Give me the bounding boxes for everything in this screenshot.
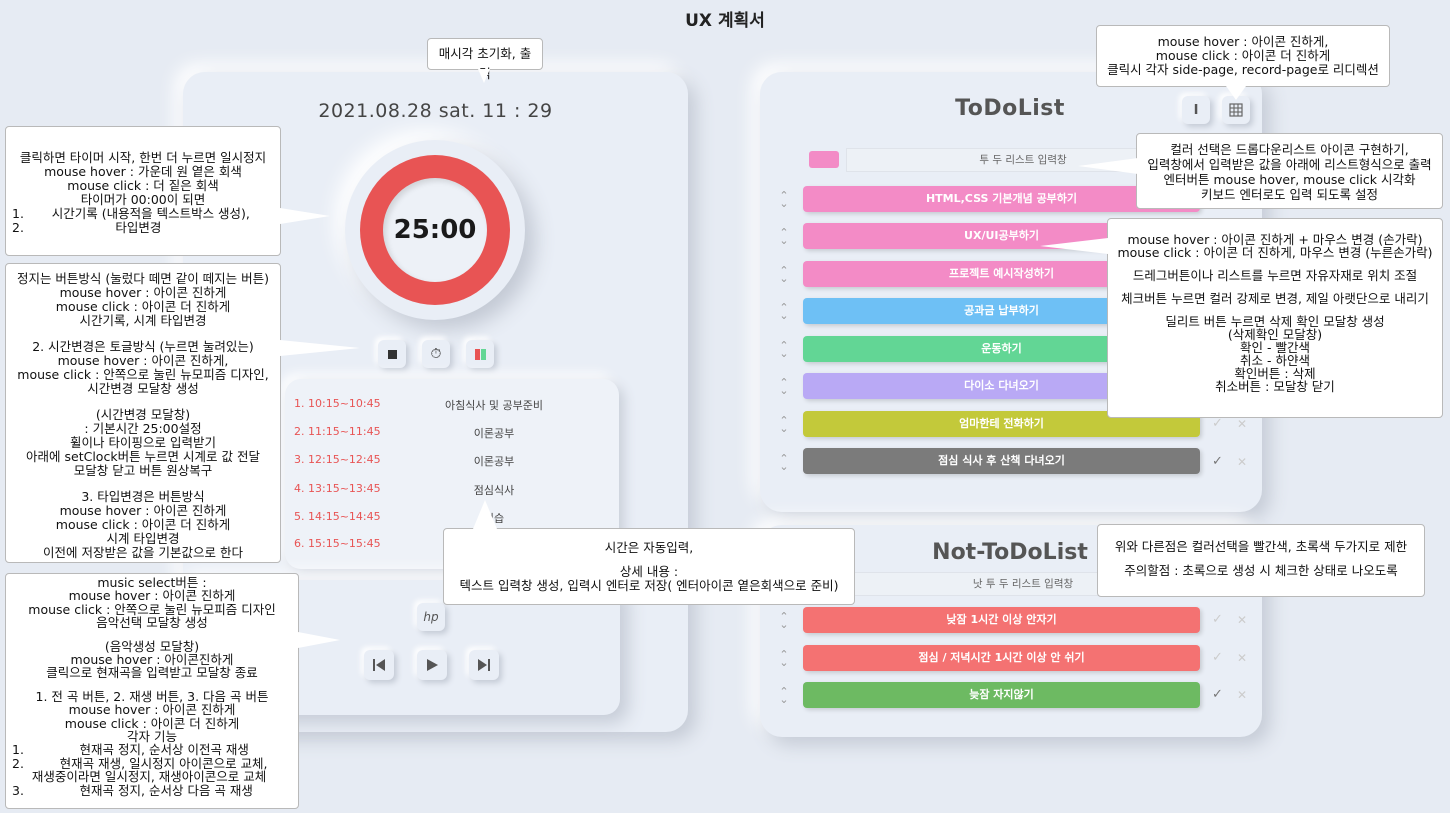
schedule-time: 5. 14:15~14:45 bbox=[294, 510, 381, 523]
music-select-button[interactable]: hp bbox=[417, 603, 445, 631]
schedule-desc[interactable]: 이론공부 bbox=[473, 455, 515, 468]
todo-item[interactable]: 점심 식사 후 산책 다녀오기 bbox=[803, 448, 1200, 474]
schedule-time: 6. 15:15~15:45 bbox=[294, 537, 381, 550]
check-icon[interactable]: ✓ bbox=[1212, 416, 1223, 431]
grid-icon bbox=[1229, 103, 1243, 117]
schedule-time: 3. 12:15~12:45 bbox=[294, 453, 381, 466]
drag-handle[interactable]: ⌃ ⌄ bbox=[779, 226, 789, 247]
callout-music: music select버튼 : mouse hover : 아이콘 진하게 mou… bbox=[5, 573, 299, 809]
timer-type-icon bbox=[474, 348, 486, 360]
next-track-button[interactable] bbox=[469, 650, 499, 680]
todo-item[interactable]: HTML,CSS 기본개념 공부하기 bbox=[803, 186, 1200, 212]
drag-handle[interactable]: ⌃ ⌄ bbox=[779, 301, 789, 322]
todo-title: ToDoList bbox=[955, 96, 1065, 121]
record-page-button[interactable] bbox=[1222, 96, 1250, 124]
drag-handle[interactable]: ⌃ ⌄ bbox=[779, 189, 789, 210]
callout-list: mouse hover : 아이콘 진하게 + 마우스 변경 (손가락) mous… bbox=[1107, 218, 1443, 418]
play-button[interactable] bbox=[417, 650, 447, 680]
schedule-desc[interactable]: 점심식사 bbox=[473, 484, 515, 497]
drag-handle[interactable]: ⌃ ⌄ bbox=[779, 648, 789, 669]
play-icon bbox=[427, 659, 438, 671]
page-title: UX 계획서 bbox=[685, 11, 765, 31]
callout-notodo: 위와 다른점은 컬러선택을 빨간색, 초록색 두가지로 제한 주의할점 : 초록으… bbox=[1097, 524, 1425, 597]
schedule-time: 2. 11:15~11:45 bbox=[294, 425, 381, 438]
delete-icon[interactable]: ✕ bbox=[1237, 651, 1248, 665]
callout-reset: 매시각 초기화, 출력 bbox=[427, 38, 543, 81]
schedule-desc[interactable]: 아침식사 및 공부준비 bbox=[444, 399, 544, 412]
notodo-item[interactable]: 낮잠 1시간 이상 안자기 bbox=[803, 607, 1200, 633]
check-icon[interactable]: ✓ bbox=[1212, 454, 1223, 469]
timer-type-button[interactable] bbox=[466, 340, 494, 368]
color-picker[interactable] bbox=[809, 151, 839, 168]
schedule-time: 4. 13:15~13:45 bbox=[294, 482, 381, 495]
drag-handle[interactable]: ⌃ ⌄ bbox=[779, 610, 789, 631]
delete-icon[interactable]: ✕ bbox=[1237, 688, 1248, 702]
previous-track-button[interactable] bbox=[364, 650, 394, 680]
drag-handle[interactable]: ⌃ ⌄ bbox=[779, 452, 789, 473]
timer-center[interactable] bbox=[383, 178, 487, 282]
delete-icon[interactable]: ✕ bbox=[1237, 613, 1248, 627]
callout-schedule: 시간은 자동입력, 상세 내용 : 텍스트 입력창 생성, 입력시 엔터로 저장( … bbox=[443, 528, 855, 605]
stop-icon bbox=[387, 349, 397, 359]
notodo-item[interactable]: 점심 / 저녁시간 1시간 이상 안 쉬기 bbox=[803, 645, 1200, 671]
callout-icons: mouse hover : 아이콘 진하게, mouse click : 아이콘 … bbox=[1096, 25, 1390, 87]
notodo-item[interactable]: 늦잠 자지않기 bbox=[803, 682, 1200, 708]
drag-handle[interactable]: ⌃ ⌄ bbox=[779, 685, 789, 706]
hp-logo-icon: hp bbox=[423, 610, 439, 624]
side-page-button[interactable]: I bbox=[1182, 96, 1210, 124]
stopwatch-icon: ⏱ bbox=[430, 346, 442, 362]
stop-button[interactable] bbox=[378, 340, 406, 368]
drag-handle[interactable]: ⌃ ⌄ bbox=[779, 339, 789, 360]
previous-track-icon bbox=[373, 659, 385, 671]
notodo-title: Not-ToDoList bbox=[932, 540, 1088, 565]
callout-color: 컬러 선택은 드롭다운리스트 아이콘 구현하기, 입력창에서 입력받은 값을 아래… bbox=[1136, 133, 1443, 209]
datetime-display: 2021.08.28 sat. 11 : 29 bbox=[318, 100, 553, 122]
timer-value[interactable]: 25:00 bbox=[393, 215, 477, 245]
check-icon[interactable]: ✓ bbox=[1212, 650, 1223, 665]
check-icon[interactable]: ✓ bbox=[1212, 612, 1223, 627]
text-cursor-icon: I bbox=[1193, 102, 1199, 118]
stopwatch-button[interactable]: ⏱ bbox=[422, 340, 450, 368]
next-track-icon bbox=[478, 659, 490, 671]
schedule-time: 1. 10:15~10:45 bbox=[294, 397, 381, 410]
schedule-desc[interactable]: 이론공부 bbox=[473, 427, 515, 440]
drag-handle[interactable]: ⌃ ⌄ bbox=[779, 264, 789, 285]
delete-icon[interactable]: ✕ bbox=[1237, 455, 1248, 469]
drag-handle[interactable]: ⌃ ⌄ bbox=[779, 376, 789, 397]
drag-handle[interactable]: ⌃ ⌄ bbox=[779, 414, 789, 435]
check-icon[interactable]: ✓ bbox=[1212, 687, 1223, 702]
callout-timer: 클릭하면 타이머 시작, 한번 더 누르면 일시정지 mouse hover : … bbox=[5, 126, 281, 256]
delete-icon[interactable]: ✕ bbox=[1237, 417, 1248, 431]
callout-buttons: 정지는 버튼방식 (눌렀다 떼면 같이 떼지는 버튼) mouse hover :… bbox=[5, 263, 281, 563]
